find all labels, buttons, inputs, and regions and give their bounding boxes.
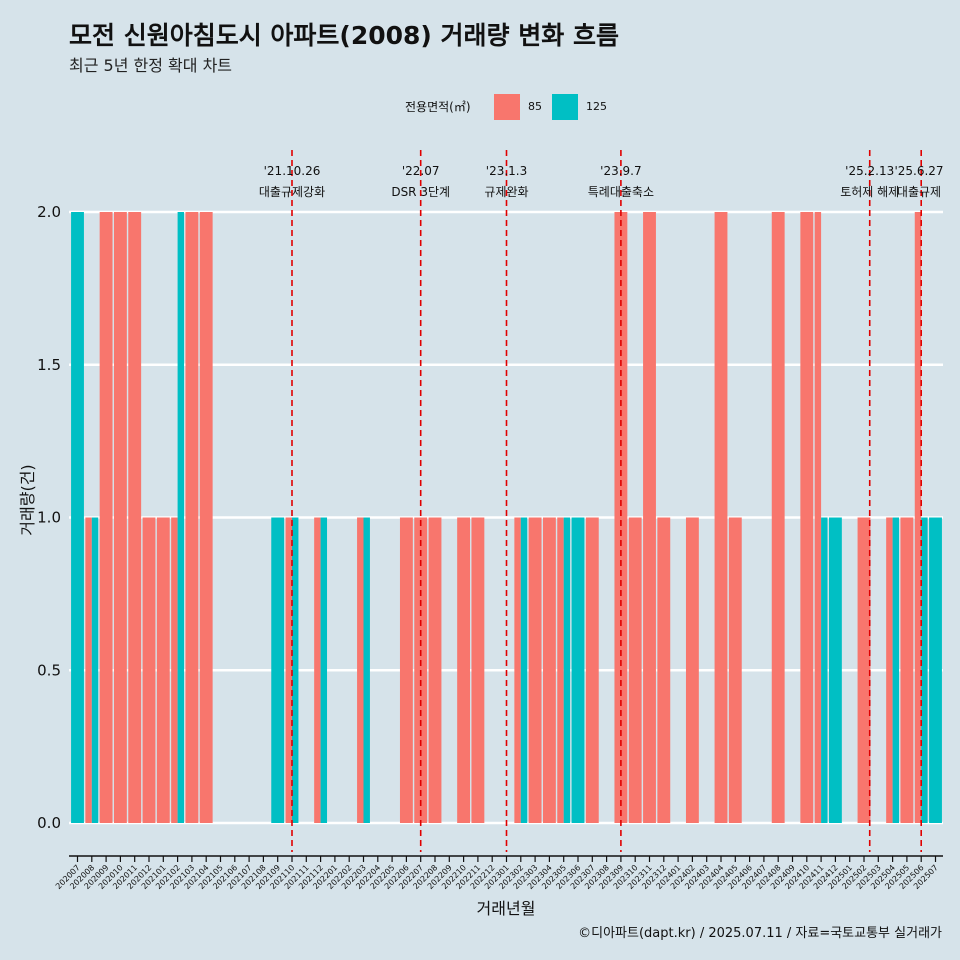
bar-125 bbox=[929, 517, 942, 823]
bar-85 bbox=[900, 517, 914, 823]
bar-85 bbox=[771, 212, 785, 823]
bar-85 bbox=[528, 517, 542, 823]
event-label: 특례대출축소 bbox=[588, 185, 654, 199]
bar-85 bbox=[142, 517, 156, 823]
source-caption: ©디아파트(dapt.kr) / 2025.07.11 / 자료=국토교통부 실… bbox=[578, 926, 942, 941]
event-date: '25.6.27 bbox=[894, 164, 943, 178]
bar-125 bbox=[828, 517, 842, 823]
bar-85 bbox=[800, 212, 814, 823]
bar-85 bbox=[471, 517, 485, 823]
bar-85 bbox=[285, 517, 292, 823]
event-label: 대출규제 bbox=[897, 185, 941, 199]
y-axis-ticks: 0.0 0.5 1.0 1.5 2.0 bbox=[37, 203, 61, 832]
event-label: DSR 3단계 bbox=[391, 185, 450, 199]
bar-85 bbox=[657, 517, 671, 823]
event-date: '22.07 bbox=[402, 164, 440, 178]
event-date: '21.10.26 bbox=[264, 164, 321, 178]
bar-85 bbox=[428, 517, 442, 823]
y-axis-title: 거래량(건) bbox=[18, 464, 37, 535]
y-tick-label: 0.5 bbox=[37, 661, 61, 679]
bar-85 bbox=[814, 212, 822, 823]
bar-85 bbox=[128, 212, 142, 823]
event-label: 규제완화 bbox=[484, 185, 528, 199]
bar-125 bbox=[921, 517, 928, 823]
x-axis-title: 거래년월 bbox=[477, 899, 536, 918]
bar-85 bbox=[113, 212, 127, 823]
bar-85 bbox=[199, 212, 213, 823]
event-date: '23.9.7 bbox=[600, 164, 641, 178]
bar-85 bbox=[643, 212, 656, 823]
bar-85 bbox=[85, 517, 92, 823]
bar-85 bbox=[514, 517, 521, 823]
bar-125 bbox=[571, 517, 585, 823]
bar-85 bbox=[171, 517, 178, 823]
event-date: '25.2.13 bbox=[845, 164, 894, 178]
legend-key-125 bbox=[552, 94, 578, 120]
bar-125 bbox=[821, 517, 828, 823]
y-tick-label: 1.0 bbox=[37, 509, 61, 527]
bar-85 bbox=[728, 517, 742, 823]
y-tick-label: 0.0 bbox=[37, 814, 61, 832]
x-axis: 2020072020082020092020102020112020122021… bbox=[54, 855, 943, 891]
bar-85 bbox=[457, 517, 471, 823]
bar-125 bbox=[271, 517, 285, 823]
bar-85 bbox=[542, 517, 556, 823]
bar-85 bbox=[857, 517, 871, 823]
y-tick-label: 1.5 bbox=[37, 356, 61, 374]
bar-85 bbox=[585, 517, 599, 823]
bar-85 bbox=[714, 212, 728, 823]
bar-125 bbox=[363, 517, 370, 823]
bar-85 bbox=[628, 517, 642, 823]
chart-subtitle: 최근 5년 한정 확대 차트 bbox=[69, 56, 233, 75]
bar-85 bbox=[99, 212, 113, 823]
event-label: 대출규제강화 bbox=[259, 185, 325, 199]
bar-125 bbox=[177, 212, 185, 823]
bar-85 bbox=[886, 517, 893, 823]
bars bbox=[71, 212, 942, 823]
bar-125 bbox=[892, 517, 900, 823]
bar-85 bbox=[314, 517, 321, 823]
legend-title: 전용면적(㎡) bbox=[405, 100, 471, 114]
event-label: 토허제 해제 bbox=[840, 185, 899, 199]
legend-label-125: 125 bbox=[586, 100, 607, 113]
event-date: '23.1.3 bbox=[486, 164, 527, 178]
bar-125 bbox=[563, 517, 571, 823]
chart-title: 모전 신원아침도시 아파트(2008) 거래량 변화 흐름 bbox=[69, 21, 619, 50]
bar-125 bbox=[292, 517, 299, 823]
event-markers: '21.10.26 대출규제강화 '22.07 DSR 3단계 '23.1.3 규제완화 '… bbox=[259, 150, 944, 852]
bar-125 bbox=[520, 517, 528, 823]
legend-label-85: 85 bbox=[528, 100, 542, 113]
bar-85 bbox=[557, 517, 564, 823]
bar-85 bbox=[357, 517, 364, 823]
legend: 전용면적(㎡) 85 125 bbox=[0, 94, 960, 120]
bar-85 bbox=[185, 212, 199, 823]
legend-key-85 bbox=[494, 94, 520, 120]
bar-85 bbox=[685, 517, 699, 823]
bar-125 bbox=[320, 517, 328, 823]
bar-85 bbox=[614, 212, 628, 823]
y-tick-label: 2.0 bbox=[37, 203, 61, 221]
bar-85 bbox=[399, 517, 413, 823]
bar-125 bbox=[71, 212, 84, 823]
bar-125 bbox=[91, 517, 99, 823]
bar-85 bbox=[156, 517, 170, 823]
bar-85 bbox=[914, 212, 922, 823]
